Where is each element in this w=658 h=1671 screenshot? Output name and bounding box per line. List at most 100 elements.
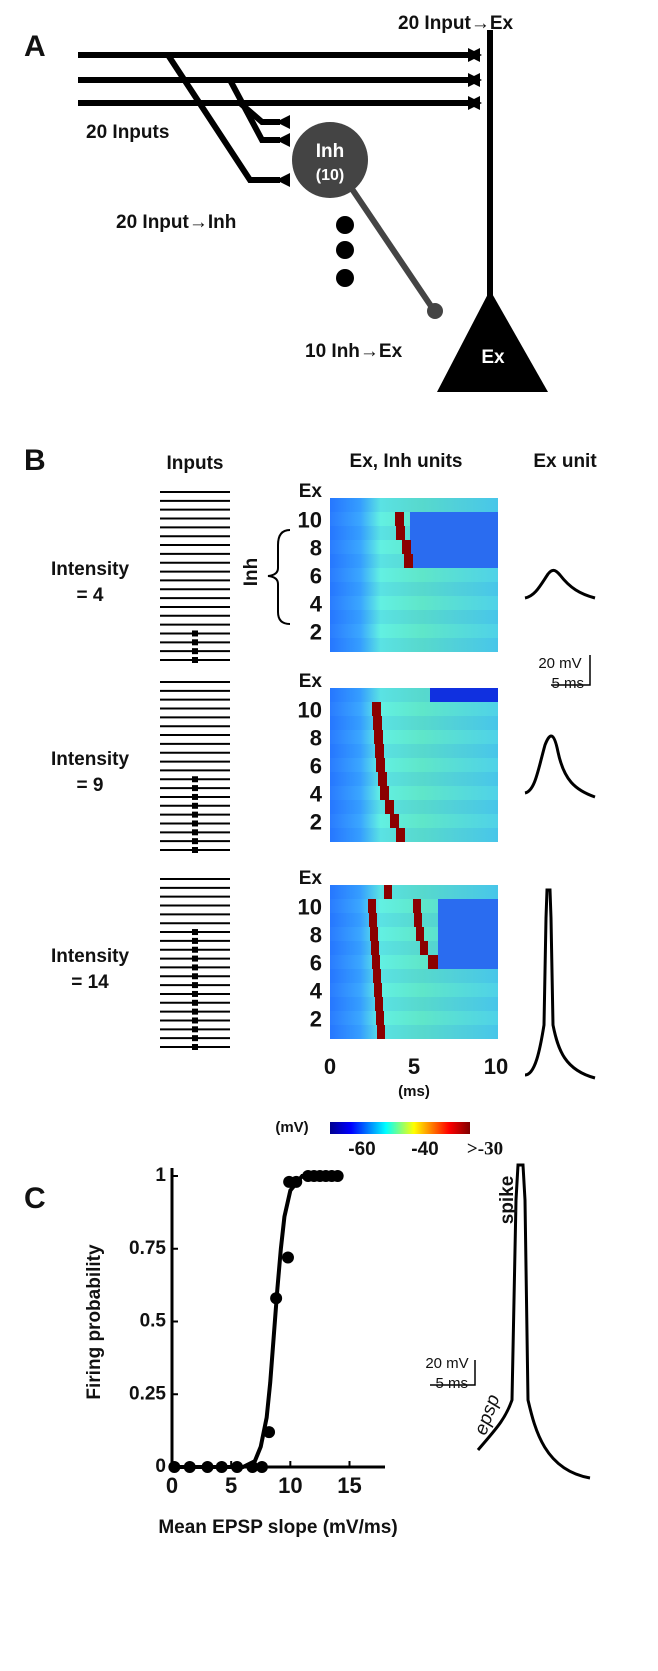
y-tick-label: 0.25 (129, 1383, 166, 1404)
label: Ex (481, 347, 505, 368)
input-spike (192, 1044, 198, 1050)
x-tick-label: 5 (408, 1054, 420, 1079)
input-spike (192, 946, 198, 953)
heatmap-spike (420, 941, 428, 955)
heatmap-spike (378, 772, 387, 786)
column-header: Ex unit (533, 451, 597, 472)
trace (476, 1163, 591, 1480)
input-spike (192, 1026, 198, 1033)
heatmap-spike (404, 554, 413, 568)
heatmap-spike (374, 730, 383, 744)
input-spike (192, 1008, 198, 1015)
heatmap (330, 688, 498, 842)
heatmap-row-label: 8 (310, 923, 322, 948)
heatmap-row-label: Ex (299, 671, 323, 692)
panel-label: A (24, 30, 46, 63)
input-spike (192, 982, 198, 989)
point (246, 1461, 259, 1473)
y-tick-label: 1 (155, 1165, 166, 1186)
input-spike (192, 811, 198, 818)
input-spike (192, 802, 198, 809)
x-tick-label: 10 (278, 1473, 302, 1498)
heatmap-band (330, 744, 498, 758)
inh-cell (292, 122, 368, 198)
input-spike (192, 929, 198, 936)
column-header: Inputs (167, 453, 224, 474)
label: 20 Input→Ex (398, 13, 514, 34)
heatmap-spike (396, 828, 405, 842)
label: 20 Input→Inh (116, 212, 236, 233)
input-spike (192, 776, 198, 783)
point (263, 1426, 276, 1439)
heatmap-spike (375, 997, 383, 1011)
label: 20 Inputs (86, 122, 169, 143)
heatmap-row-label: 10 (298, 508, 322, 533)
x-tick-label: 15 (337, 1473, 361, 1498)
heatmap-row-label: Ex (299, 868, 323, 889)
heatmap-hyper (438, 899, 498, 969)
label: epsp (471, 1392, 505, 1438)
panel-a (78, 30, 548, 392)
point (255, 1461, 268, 1473)
fit-line (172, 1174, 338, 1469)
colorbar (330, 1122, 470, 1134)
input-spike (192, 964, 198, 971)
heatmap-row-label: 8 (310, 536, 322, 561)
input-spike (192, 973, 198, 980)
heatmap-band (330, 638, 498, 652)
y-tick-label: 0 (155, 1456, 166, 1477)
heatmap-band (330, 828, 498, 842)
heatmap-spike (396, 526, 405, 540)
input-spike (192, 657, 198, 663)
label: Inh (241, 558, 262, 587)
brace (267, 529, 291, 625)
panel-label: B (24, 444, 46, 477)
heatmap-band (330, 772, 498, 786)
point (331, 1170, 344, 1182)
heatmap-spike (402, 540, 411, 554)
ex-cell (437, 290, 548, 392)
point (290, 1175, 303, 1188)
heatmap-spike (390, 814, 399, 828)
heatmap-row-label: 10 (298, 895, 322, 920)
input-spike (192, 639, 198, 646)
x-tick-label: 5 (225, 1473, 237, 1498)
point (231, 1461, 244, 1473)
input-spike (192, 1035, 198, 1042)
heatmap-spike (428, 955, 438, 969)
heatmap-spike (376, 758, 385, 772)
heatmap-row-label: 6 (310, 754, 322, 779)
colorbar-tick: -60 (348, 1139, 375, 1160)
heatmap-spike (371, 941, 379, 955)
heatmap-spike (370, 927, 378, 941)
heatmap-spike (395, 512, 404, 526)
scale-label: 20 mV (538, 655, 581, 672)
label: 10 Inh→Ex (305, 341, 403, 362)
heatmap-band (330, 1025, 498, 1039)
point (270, 1292, 283, 1305)
input-spike (192, 990, 198, 997)
row-value: = 9 (77, 775, 104, 796)
label: (10) (316, 167, 344, 184)
heatmap-hyper (430, 688, 498, 702)
input-spike (192, 648, 198, 655)
heatmap-band (330, 969, 498, 983)
heatmap-spike (373, 969, 381, 983)
x-axis-unit: (ms) (398, 1083, 430, 1100)
y-axis-label: Firing probability (84, 1244, 105, 1400)
panel-label: C (24, 1182, 46, 1215)
input-spike (192, 999, 198, 1006)
heatmap-band (330, 582, 498, 596)
heatmap-spike (373, 716, 382, 730)
heatmap-row-label: 4 (310, 782, 323, 807)
label: Inh (316, 141, 345, 162)
colorbar-tick: -40 (411, 1139, 438, 1160)
scale-label: 20 mV (425, 1355, 468, 1372)
heatmap-spike (372, 955, 380, 969)
input-lines (78, 30, 493, 300)
heatmap-row-label: 2 (310, 1007, 322, 1032)
label: spike (497, 1176, 518, 1225)
heatmap-spike (377, 1025, 385, 1039)
input-spike (192, 793, 198, 800)
row-value: = 14 (71, 972, 109, 993)
